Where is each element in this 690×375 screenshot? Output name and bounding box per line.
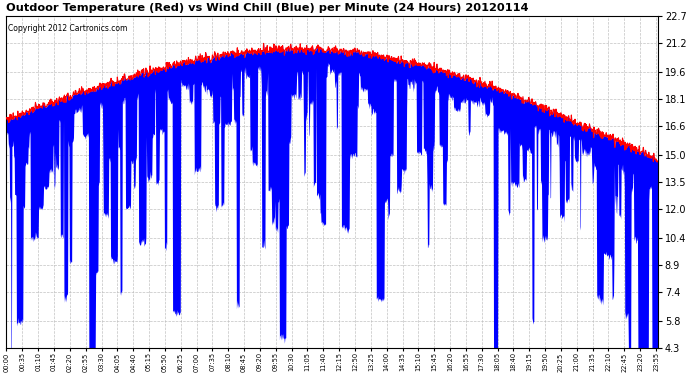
Text: Outdoor Temperature (Red) vs Wind Chill (Blue) per Minute (24 Hours) 20120114: Outdoor Temperature (Red) vs Wind Chill …	[6, 3, 529, 13]
Text: Copyright 2012 Cartronics.com: Copyright 2012 Cartronics.com	[8, 24, 127, 33]
